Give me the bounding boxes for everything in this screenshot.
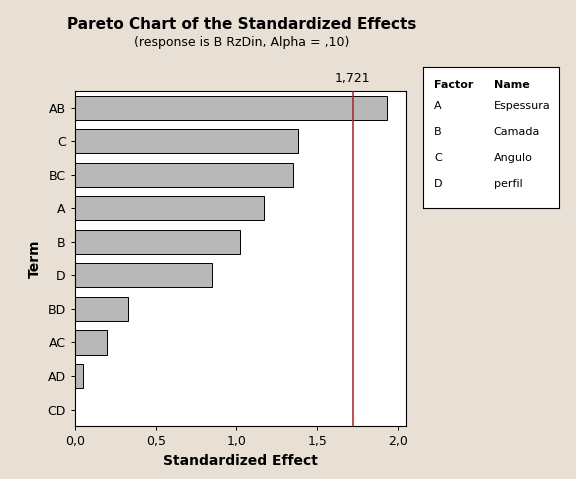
Text: D: D	[434, 180, 443, 189]
Text: Name: Name	[494, 80, 529, 90]
Bar	[75, 163, 293, 187]
Bar	[75, 96, 386, 120]
Bar	[75, 230, 240, 254]
Text: Pareto Chart of the Standardized Effects: Pareto Chart of the Standardized Effects	[67, 17, 416, 32]
Text: Factor: Factor	[434, 80, 473, 90]
Bar	[75, 263, 212, 287]
Bar	[75, 297, 128, 321]
Text: Camada: Camada	[494, 127, 540, 137]
Text: B: B	[434, 127, 442, 137]
Text: C: C	[434, 153, 442, 163]
Text: 1,721: 1,721	[335, 72, 371, 85]
Bar	[75, 196, 264, 220]
Text: Espessura: Espessura	[494, 101, 551, 111]
Bar	[75, 364, 83, 388]
Bar	[75, 331, 107, 354]
Text: (response is B RzDin, Alpha = ,10): (response is B RzDin, Alpha = ,10)	[134, 36, 350, 49]
Bar	[75, 129, 298, 153]
Y-axis label: Term: Term	[28, 240, 42, 278]
Text: perfil: perfil	[494, 180, 522, 189]
X-axis label: Standardized Effect: Standardized Effect	[163, 454, 318, 468]
Text: Angulo: Angulo	[494, 153, 533, 163]
Text: A: A	[434, 101, 442, 111]
